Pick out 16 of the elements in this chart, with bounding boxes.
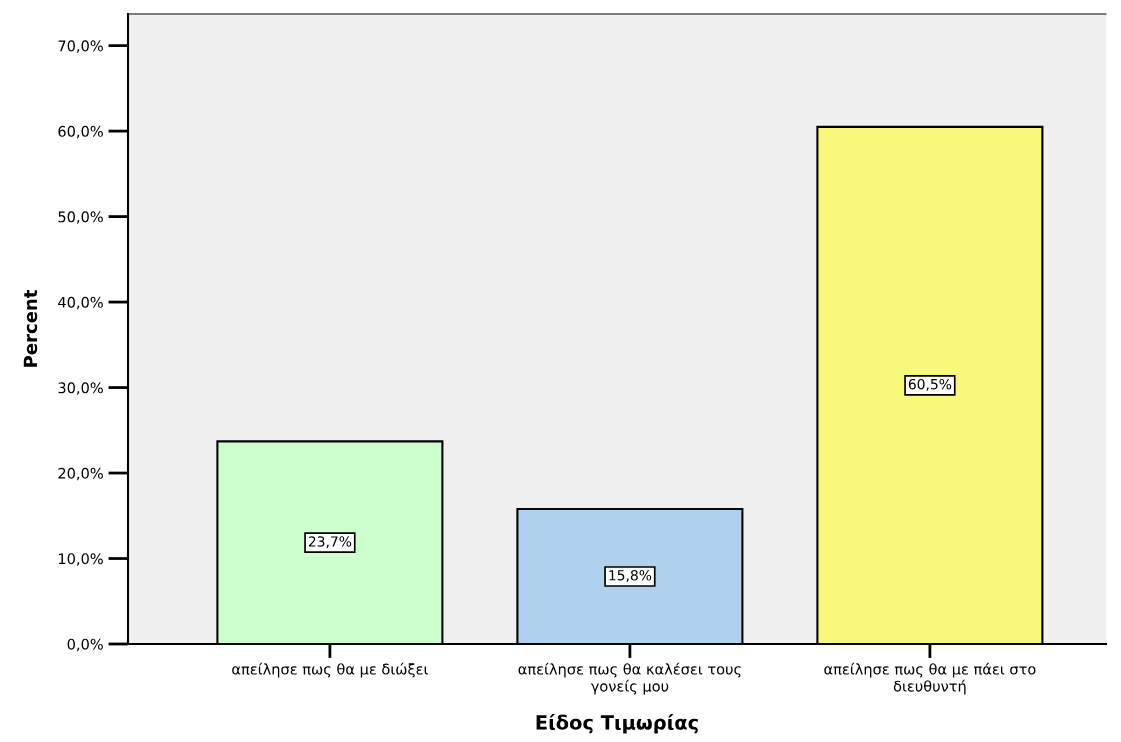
data-label: 23,7%	[308, 536, 352, 549]
x-tick-label: απείλησε πως θα καλέσει τους γονείς μου	[518, 662, 741, 695]
x-axis-title: Είδος Τιμωρίας	[536, 713, 698, 734]
x-tick-label: απείλησε πως θα με διώξει	[232, 662, 428, 678]
y-tick-label: 30,0%	[58, 382, 103, 395]
y-tick-label: 20,0%	[58, 467, 103, 481]
data-label: 60,5%	[908, 378, 952, 391]
y-tick-label: 10,0%	[58, 553, 103, 566]
y-tick-label: 70,0%	[58, 40, 103, 53]
y-axis-title: Percent	[23, 290, 38, 367]
y-tick-label: 0,0%	[67, 638, 103, 652]
x-tick-label: απείλησε πως θα με πάει στο διευθυντή	[824, 662, 1036, 695]
data-label: 15,8%	[609, 569, 652, 582]
y-tick-label: 60,0%	[58, 125, 103, 139]
y-tick-label: 40,0%	[58, 296, 103, 310]
y-tick-label: 50,0%	[58, 211, 103, 224]
